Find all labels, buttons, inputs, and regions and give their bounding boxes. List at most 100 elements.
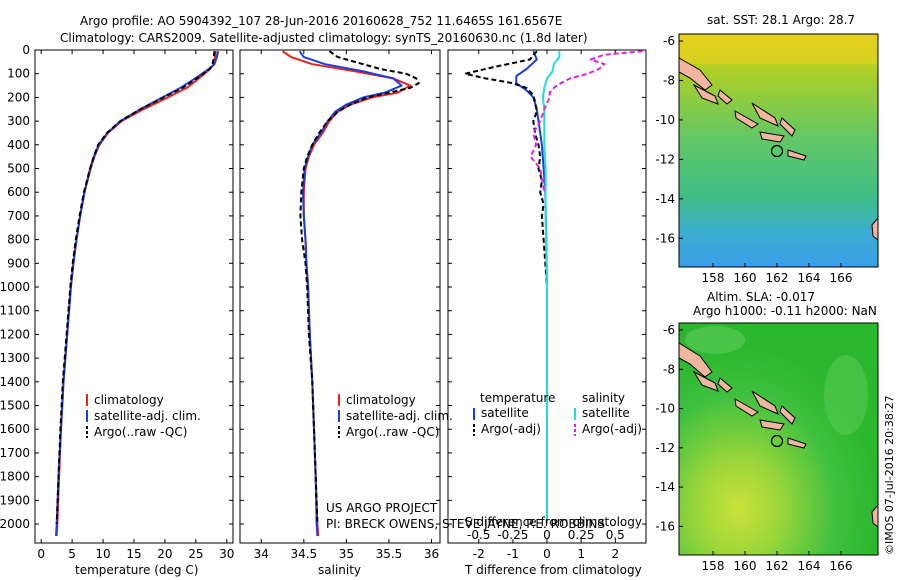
legend-title-temperature: temperature [480, 391, 555, 405]
y-tick-label: 1200 [0, 327, 30, 341]
y-tick-label: 1700 [0, 446, 30, 460]
series-line-t-satellite [515, 50, 548, 524]
x-tick-label: 15 [126, 547, 141, 561]
map-x-tick-label: 164 [798, 559, 821, 573]
series-line-s-satellite [541, 51, 561, 524]
s-tick-label: -0.25 [497, 528, 528, 542]
sla-map-frame [678, 322, 879, 556]
land-new-georgia [734, 398, 759, 417]
s-tick-label: 0 [543, 528, 551, 542]
map-x-tick-label: 162 [766, 559, 789, 573]
x-tick-label: 35 [339, 547, 354, 561]
map-y-tick-label: -16 [655, 519, 675, 533]
y-tick-label: 1500 [0, 399, 30, 413]
y-tick-label: 600 [7, 185, 30, 199]
x-tick-label: 0 [543, 547, 551, 561]
y-tick-label: 1900 [0, 493, 30, 507]
map-x-tick-label: 166 [830, 559, 853, 573]
y-tick-label: 1800 [0, 470, 30, 484]
y-tick-label: 2000 [0, 517, 30, 531]
y-tick-label: 200 [7, 90, 30, 104]
x-tick-label: 35.5 [376, 547, 403, 561]
map-x-tick-label: 158 [702, 271, 725, 285]
y-tick-label: 1000 [0, 280, 30, 294]
map-y-tick-label: -16 [655, 231, 675, 245]
sla-map [678, 322, 879, 556]
sla-map-title-2: Argo h1000: -0.11 h2000: NaN [693, 304, 877, 318]
y-tick-label: 800 [7, 233, 30, 247]
map-y-tick-label: -6 [663, 323, 675, 337]
land-santa-isabel [751, 390, 779, 415]
temperature-panel-frame [34, 49, 234, 544]
sst-warm-band [679, 34, 878, 64]
credit-pi: PI: BRECK OWENS, STEVE JAYNE, P.E. ROBBI… [326, 517, 605, 531]
land-choiseul [717, 377, 733, 393]
series-line-argo-raw-qc- [55, 51, 216, 525]
land-choiseul [717, 89, 733, 105]
sst-map-frame [678, 33, 879, 268]
imos-credit: ©IMOS 07-Jul-2016 20:38:27 [883, 395, 896, 555]
y-tick-label: 0 [22, 43, 30, 57]
x-tick-label: -2 [473, 547, 485, 561]
legend-label-clim: climatology [94, 393, 164, 407]
series-line-satellite-adj-clim- [55, 50, 220, 536]
difference-xlabel: T difference from climatology [464, 563, 642, 577]
temperature-legend: climatology satellite-adj. clim. Argo(..… [86, 393, 201, 439]
land-bougainville [692, 370, 719, 392]
legend-label-clim: climatology [346, 393, 416, 407]
land-malaita [779, 117, 796, 137]
series-line-climatology [55, 51, 217, 536]
axes-layer: 0100200300400500600700800900100011001200… [0, 43, 646, 561]
legend-label-t-argo: Argo(-adj) [481, 422, 541, 436]
x-tick-label: 1 [577, 547, 585, 561]
x-tick-label: 10 [95, 547, 110, 561]
map-x-tick-label: 160 [734, 559, 757, 573]
sla-map-title-1: Altim. SLA: -0.017 [707, 290, 815, 304]
x-tick-label: -1 [507, 547, 519, 561]
map-y-tick-label: -8 [663, 73, 675, 87]
x-tick-label: 0 [37, 547, 45, 561]
y-tick-label: 400 [7, 138, 30, 152]
y-tick-label: 700 [7, 209, 30, 223]
credit-project: US ARGO PROJECT [326, 501, 438, 515]
header-line2: Climatology: CARS2009. Satellite-adjuste… [60, 31, 588, 45]
sst-map [678, 33, 879, 268]
lines-layer [55, 50, 643, 536]
y-tick-label: 900 [7, 256, 30, 270]
x-tick-label: 34 [254, 547, 269, 561]
x-tick-label: 30 [219, 547, 234, 561]
legend-label-t-sat: satellite [481, 406, 529, 420]
series-line-s-argo-adj- [529, 50, 643, 193]
y-tick-label: 500 [7, 162, 30, 176]
y-tick-label: 300 [7, 114, 30, 128]
x-tick-label: 5 [68, 547, 76, 561]
land-guadalcanal [759, 131, 785, 143]
series-line-t-argo-adj- [464, 50, 548, 524]
argo-float-position [770, 434, 784, 448]
x-tick-label: 25 [188, 547, 203, 561]
s-tick-label: -0.5 [467, 528, 490, 542]
legend-label-sat: satellite-adj. clim. [346, 409, 453, 423]
map-x-tick-label: 158 [702, 559, 725, 573]
map-y-tick-label: -6 [663, 34, 675, 48]
temperature-xlabel: temperature (deg C) [75, 563, 198, 577]
difference-xlabel-top: S difference from climatology [465, 515, 642, 529]
map-x-tick-label: 160 [734, 271, 757, 285]
map-y-tick-label: -10 [655, 402, 675, 416]
y-tick-label: 1100 [0, 304, 30, 318]
map-y-tick-label: -10 [655, 113, 675, 127]
sla-feature-north [685, 326, 745, 354]
s-tick-label: 0.25 [568, 528, 595, 542]
series-line-argo-raw-qc- [299, 50, 420, 525]
salinity-legend: climatology satellite-adj. clim. Argo(..… [338, 393, 453, 439]
sst-map-field [679, 34, 878, 267]
map-y-tick-label: -14 [655, 480, 675, 494]
land-makira [787, 437, 807, 449]
argo-float-position [770, 144, 784, 158]
series-line-climatology [282, 50, 412, 536]
y-tick-label: 1300 [0, 351, 30, 365]
legend-label-sat: satellite-adj. clim. [94, 409, 201, 423]
s-tick-label: 0.5 [606, 528, 625, 542]
sst-map-ticks: -6 -8 -10 -12 -14 -16 158 160 162 164 166 [655, 34, 852, 285]
